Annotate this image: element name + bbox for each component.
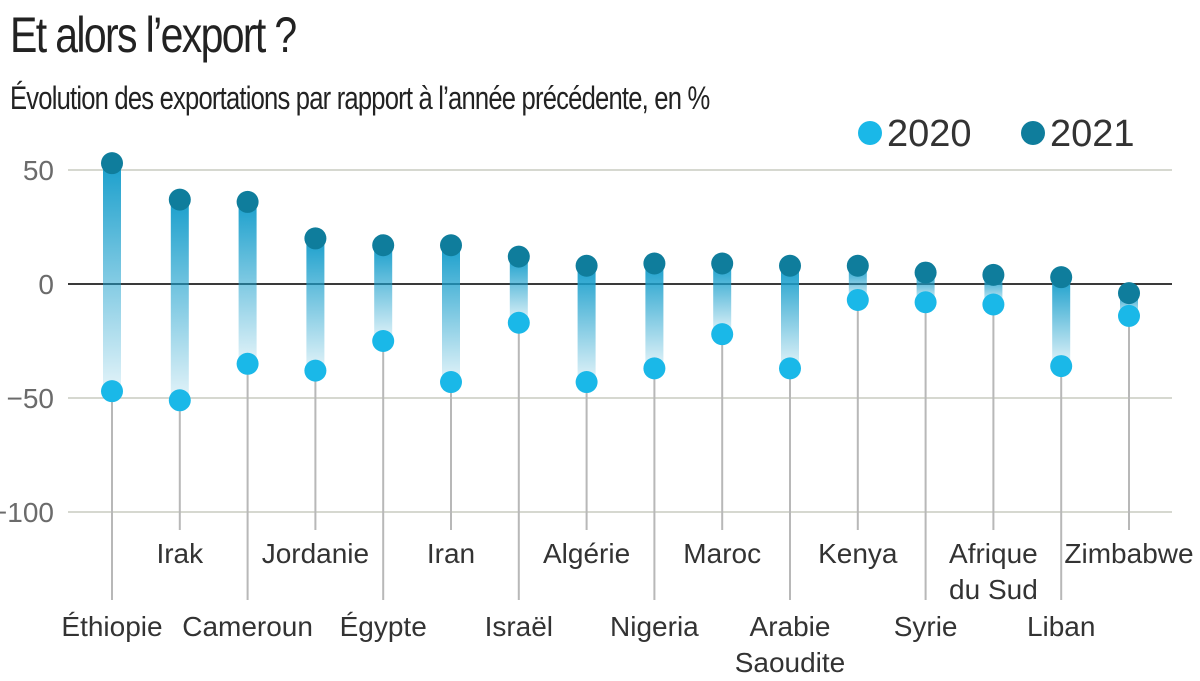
point-2020 xyxy=(168,389,191,412)
category-label: Maroc xyxy=(683,538,761,569)
point-2020 xyxy=(1050,355,1073,378)
point-2021 xyxy=(1118,282,1140,305)
legend-label-2020: 2020 xyxy=(887,113,972,155)
category-label: Afrique du Sud xyxy=(949,538,1038,605)
range-bar xyxy=(238,201,257,364)
category-label: Zimbabwe xyxy=(1064,538,1193,569)
point-2021 xyxy=(372,234,395,257)
category-label: Éthiopie xyxy=(61,611,162,642)
range-bar xyxy=(645,263,664,369)
category-label: Cameroun xyxy=(182,611,313,642)
category-label: Algérie xyxy=(543,538,630,569)
category-label: Syrie xyxy=(894,611,958,642)
point-2021 xyxy=(236,190,259,213)
category-label: Iran xyxy=(427,538,475,569)
point-2020 xyxy=(914,291,937,314)
chart-title: Et alors l’export ? xyxy=(10,7,297,63)
category-label: Kenya xyxy=(818,538,898,569)
point-2021 xyxy=(575,254,598,277)
point-2021 xyxy=(440,234,462,257)
range-bar xyxy=(374,245,393,341)
category-label: Irak xyxy=(156,538,204,569)
point-2020 xyxy=(846,288,869,311)
point-2020 xyxy=(575,371,598,394)
point-2021 xyxy=(711,252,734,275)
point-2021 xyxy=(846,254,869,277)
y-tick-label: −100 xyxy=(0,497,54,528)
category-label: Arabie Saoudite xyxy=(735,611,846,678)
category-label: Égypte xyxy=(340,611,427,642)
point-2021 xyxy=(1050,266,1073,289)
point-2021 xyxy=(914,261,937,284)
point-2020 xyxy=(507,311,530,334)
chart-subtitle: Évolution des exportations par rapport à… xyxy=(10,80,710,116)
point-2021 xyxy=(507,245,530,268)
y-tick-label: 50 xyxy=(23,155,54,186)
point-2021 xyxy=(304,227,327,250)
range-bar xyxy=(577,265,596,383)
category-label: Nigeria xyxy=(610,611,699,642)
point-2020 xyxy=(440,371,462,394)
point-2020 xyxy=(236,352,259,375)
range-bar xyxy=(170,199,189,401)
point-2020 xyxy=(643,357,666,380)
point-2020 xyxy=(304,359,327,382)
range-bar xyxy=(1052,277,1071,367)
y-tick-label: 0 xyxy=(38,269,54,300)
category-label: Jordanie xyxy=(262,538,369,569)
point-2021 xyxy=(643,252,666,275)
range-bar xyxy=(781,265,799,369)
point-2020 xyxy=(1118,304,1140,327)
point-2020 xyxy=(711,323,734,346)
legend-label-2021: 2021 xyxy=(1050,113,1135,155)
point-2021 xyxy=(982,263,1005,286)
range-bar xyxy=(103,163,121,392)
point-2021 xyxy=(101,152,123,175)
legend-marker-2020 xyxy=(858,121,882,145)
category-label: Liban xyxy=(1027,611,1096,642)
range-bar xyxy=(713,263,732,335)
category-label: Israël xyxy=(485,611,553,642)
point-2021 xyxy=(168,188,191,211)
point-2020 xyxy=(779,357,801,380)
point-2020 xyxy=(982,293,1005,316)
point-2020 xyxy=(372,330,395,352)
range-bar xyxy=(306,238,325,371)
range-bar xyxy=(442,245,460,383)
y-tick-label: −50 xyxy=(7,383,55,414)
range-bar xyxy=(509,256,528,323)
point-2021 xyxy=(779,254,801,277)
legend-marker-2021 xyxy=(1021,121,1045,145)
point-2020 xyxy=(101,380,123,403)
